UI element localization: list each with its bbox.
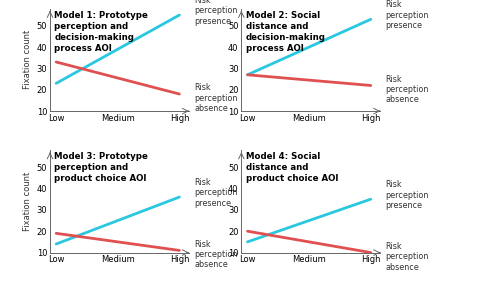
Y-axis label: Fixation count: Fixation count (24, 30, 32, 90)
Text: Risk
perception
absence: Risk perception absence (386, 242, 429, 272)
Text: Risk
perception
presence: Risk perception presence (194, 178, 238, 208)
Text: Risk
perception
absence: Risk perception absence (386, 75, 429, 104)
Text: Risk
perception
presence: Risk perception presence (386, 180, 429, 210)
Text: Risk
perception
absence: Risk perception absence (194, 83, 238, 113)
Y-axis label: Fixation count: Fixation count (24, 172, 32, 231)
Text: Risk
perception
presence: Risk perception presence (194, 0, 238, 26)
Text: Model 3: Prototype
perception and
product choice AOI: Model 3: Prototype perception and produc… (54, 152, 148, 183)
Text: Model 2: Social
distance and
decision-making
process AOI: Model 2: Social distance and decision-ma… (246, 11, 326, 53)
Text: Risk
perception
absence: Risk perception absence (194, 240, 238, 269)
Text: Model 1: Prototype
perception and
decision-making
process AOI: Model 1: Prototype perception and decisi… (54, 11, 148, 53)
Text: Risk
perception
presence: Risk perception presence (386, 0, 429, 30)
Text: Model 4: Social
distance and
product choice AOI: Model 4: Social distance and product cho… (246, 152, 338, 183)
